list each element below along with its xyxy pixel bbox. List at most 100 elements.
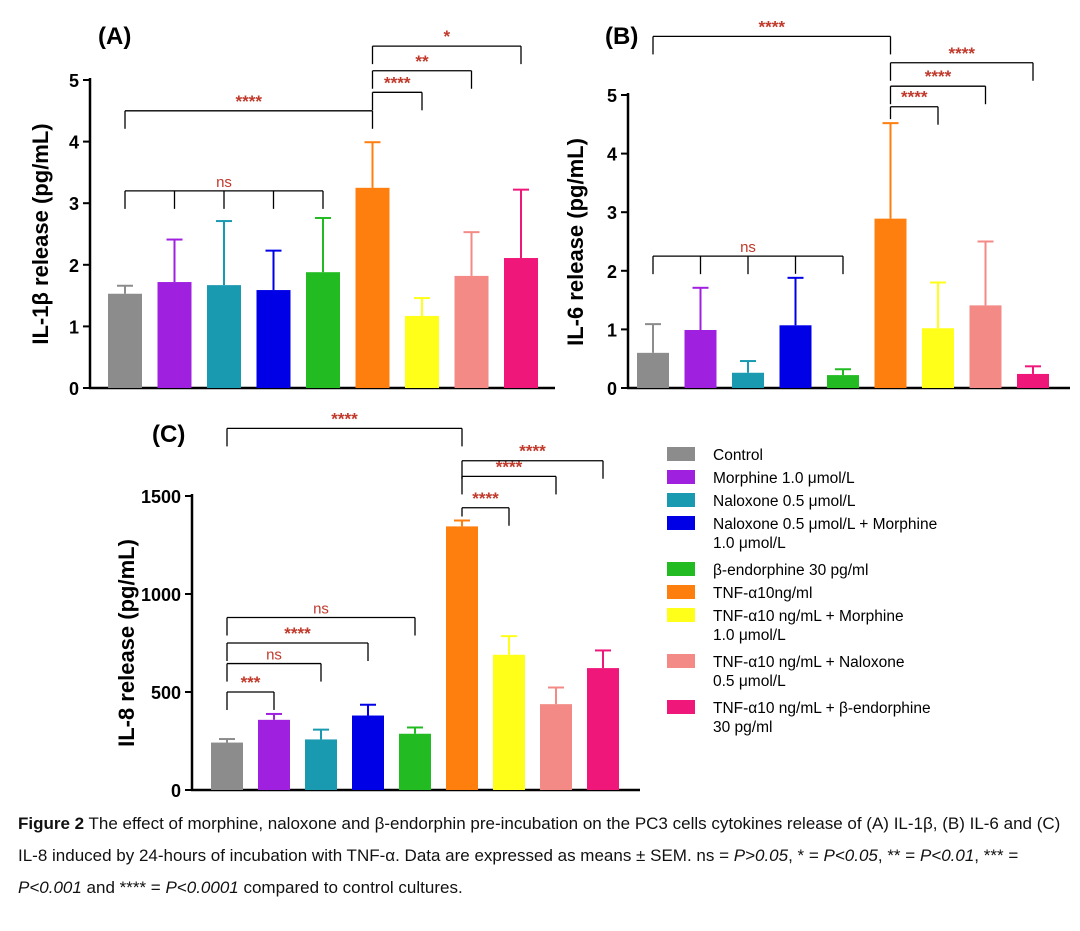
caption-label: Figure 2 [18,814,85,833]
legend-entry-label: TNF-α10 ng/mL + Morphine [713,608,904,625]
legend-entry-label: 0.5 μmol/L [713,673,786,690]
y-tick-label: 4 [607,145,617,165]
caption-text: compared to control cultures. [238,878,463,897]
legend-swatch [667,562,695,576]
significance-star-label: **** [384,73,411,92]
y-tick-label: 1500 [141,487,181,507]
legend-swatch [667,447,695,461]
panel-title: (B) [605,23,638,50]
bar [493,654,525,790]
figure-caption: Figure 2 The effect of morphine, naloxon… [18,808,1063,904]
y-tick-label: 1 [69,317,79,337]
y-tick-label: 0 [69,379,79,399]
legend-swatch [667,470,695,484]
legend-swatch [667,654,695,668]
bar [779,325,812,388]
bar [874,218,907,388]
legend-swatch [667,585,695,599]
bar [157,282,192,388]
y-tick-label: 500 [151,683,181,703]
bar [827,375,859,388]
bar [399,733,431,790]
bar [108,293,142,388]
significance-star-label: **** [236,92,263,111]
bar [969,305,1002,388]
bar [732,372,764,388]
significance-star-label: *** [241,673,261,692]
significance-star-label: **** [901,88,928,107]
y-tick-label: 0 [607,379,617,399]
y-tick-label: 0 [171,781,181,800]
legend-entry-label: Naloxone 0.5 μmol/L [713,493,856,510]
bar [256,290,291,388]
y-tick-label: 3 [607,203,617,223]
legend-entry-label: 30 pg/ml [713,719,772,736]
legend-entry-label: TNF-α10 ng/mL + β-endorphine [713,700,931,717]
caption-p-value: P<0.01 [919,846,975,865]
caption-p-value: P<0.05 [823,846,878,865]
bar [684,329,717,388]
legend-swatch [667,700,695,714]
y-tick-label: 5 [69,71,79,91]
bar [446,526,478,790]
y-tick-label: 1 [607,320,617,340]
y-tick-label: 4 [69,133,79,153]
significance-ns-label: ns [266,647,282,664]
legend-entry-label: β-endorphine 30 pg/ml [713,562,868,579]
bar [587,668,619,790]
legend-entry-label: TNF-α10ng/ml [713,585,812,602]
bar [355,187,390,388]
legend-entry-label: 1.0 μmol/L [713,627,786,644]
caption-p-value: P>0.05 [733,846,789,865]
legend-swatch [667,493,695,507]
bar [637,352,669,388]
bar [258,719,290,790]
y-tick-label: 2 [607,262,617,282]
bar [504,258,538,388]
legend-entry-label: Control [713,447,763,464]
significance-star-label: * [443,27,450,46]
bar [306,272,340,388]
legend-entry-label: 1.0 μmol/L [713,535,786,552]
significance-star-label: **** [331,409,358,428]
legend-entry-label: Naloxone 0.5 μmol/L + Morphine [713,516,937,533]
significance-star-label: **** [472,489,499,508]
bar [211,742,243,790]
bar [207,285,241,388]
significance-star-label: **** [759,17,786,36]
caption-text: , * = [788,846,824,865]
y-axis-label: IL-1β release (pg/mL) [28,123,53,344]
figure-panels: (A)IL-1β release (pg/mL)012345ns********… [28,17,1070,800]
caption-p-value: P<0.0001 [165,878,239,897]
caption-text: and **** = [81,878,166,897]
caption-text: , *** = [974,846,1019,865]
legend-swatch [667,608,695,622]
bar [1017,373,1049,388]
legend-swatch [667,516,695,530]
significance-star-label: **** [925,67,952,86]
significance-star-label: ** [415,52,429,71]
significance-star-label: **** [949,44,976,63]
caption-text: , ** = [877,846,920,865]
bar [922,328,954,388]
panel-title: (A) [98,23,131,50]
significance-star-label: **** [284,624,311,643]
significance-ns-label: ns [740,239,756,256]
significance-star-label: **** [519,442,546,461]
y-tick-label: 5 [607,86,617,106]
caption-text: The effect of morphine, naloxone and β-e… [18,814,1061,865]
legend-entry-label: TNF-α10 ng/mL + Naloxone [713,654,904,671]
y-axis-label: IL-8 release (pg/mL) [114,539,139,747]
bar [540,704,572,790]
significance-ns-label: ns [216,174,232,191]
bar [305,739,337,790]
significance-star-label: **** [496,457,523,476]
y-axis-label: IL-6 release (pg/mL) [563,138,588,346]
y-tick-label: 1000 [141,585,181,605]
bar [405,315,439,388]
y-tick-label: 3 [69,194,79,214]
bar [454,275,489,388]
caption-p-value: P<0.001 [18,878,82,897]
significance-ns-label: ns [313,601,329,618]
legend-entry-label: Morphine 1.0 μmol/L [713,470,855,487]
